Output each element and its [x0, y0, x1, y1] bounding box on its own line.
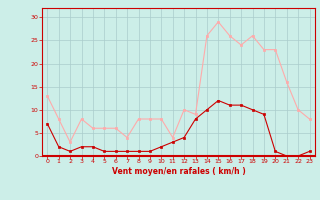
X-axis label: Vent moyen/en rafales ( km/h ): Vent moyen/en rafales ( km/h )	[112, 167, 245, 176]
